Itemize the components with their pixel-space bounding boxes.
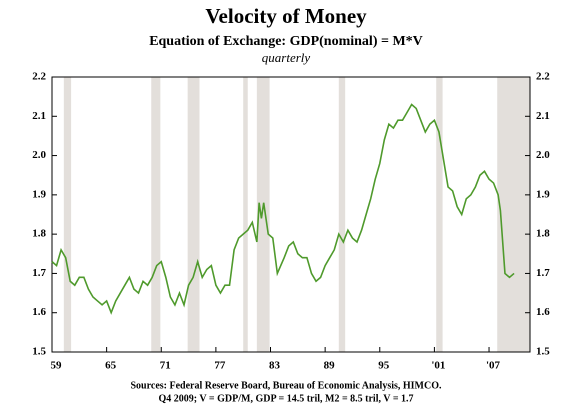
plot-area: 1.5 1.5 1.6 1.6 1.7 1.7 1.8 1.8 1.9 1.9 2.0 2.0 2.1 2…	[32, 71, 550, 372]
y2-tick-label: 2.2	[536, 71, 550, 83]
recession-band	[151, 77, 161, 352]
recession-band	[436, 77, 443, 352]
recession-band	[338, 77, 346, 352]
x-tick-label: 77	[214, 360, 226, 372]
velocity-line	[51, 103, 515, 315]
recession-band	[187, 77, 200, 352]
y2-tick-label: 1.9	[536, 188, 550, 200]
x-tick-label: 89	[324, 360, 336, 372]
recession-band	[497, 77, 530, 352]
y-tick-label: 1.6	[32, 306, 46, 318]
y-tick-label: 2.1	[32, 110, 46, 122]
recession-band	[256, 77, 270, 352]
y2-tick-label: 2.0	[536, 149, 550, 161]
y2-tick-label: 1.6	[536, 306, 550, 318]
chart-title: Velocity of Money	[205, 4, 367, 28]
y2-tick-label: 1.7	[536, 267, 550, 279]
y2-tick-label: 2.1	[536, 110, 550, 122]
plot-frame	[51, 76, 531, 353]
y2-tick-label: 1.5	[536, 346, 550, 358]
x-tick-label: 83	[269, 360, 281, 372]
note: Q4 2009; V = GDP/M, GDP = 14.5 tril, M2 …	[158, 393, 413, 404]
y-tick-label: 1.8	[32, 228, 46, 240]
chart-subtitle: Equation of Exchange: GDP(nominal) = M*V	[149, 34, 423, 49]
recession-band	[63, 77, 72, 352]
y-tick-label: 2.2	[32, 71, 46, 83]
x-tick-label: '01	[431, 360, 445, 372]
sources: Sources: Federal Reserve Board, Bureau o…	[131, 380, 442, 391]
x-tick-label: 65	[105, 360, 117, 372]
y-tick-label: 1.7	[32, 267, 46, 279]
y-tick-label: 1.9	[32, 188, 46, 200]
y2-tick-label: 1.8	[536, 228, 550, 240]
x-tick-label: 95	[378, 360, 390, 372]
x-tick-label: 59	[51, 360, 63, 372]
y-tick-label: 1.5	[32, 346, 46, 358]
x-tick-label: '07	[486, 360, 501, 372]
recession-band	[243, 77, 248, 352]
x-tick-label: 71	[160, 360, 171, 372]
y-tick-label: 2.0	[32, 149, 46, 161]
frequency-label: quarterly	[262, 50, 311, 65]
